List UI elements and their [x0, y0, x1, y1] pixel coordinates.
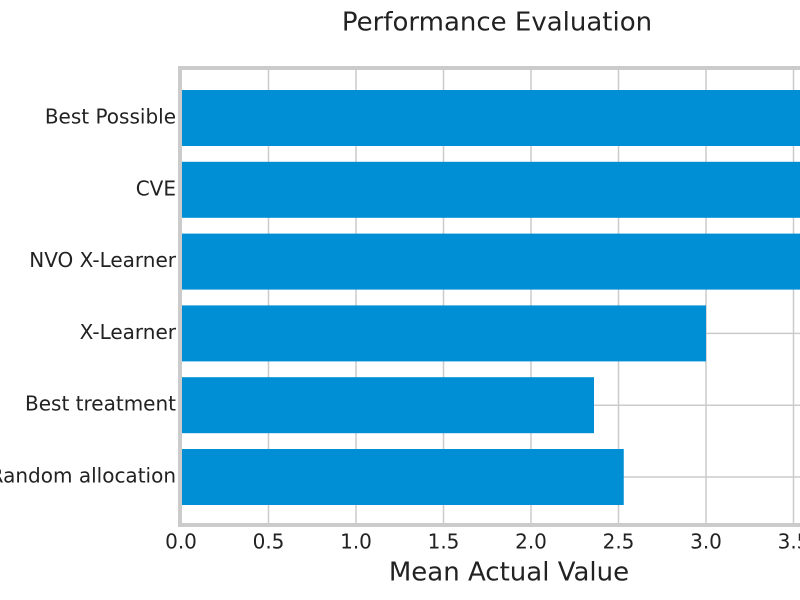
x-tick-label: 0.5	[253, 530, 285, 554]
x-tick-label: 0.0	[165, 530, 197, 554]
y-tick-label: X-Learner	[80, 320, 177, 344]
y-tick-label: Random allocation	[0, 464, 176, 488]
bar	[181, 233, 800, 290]
y-tick-label: Best Possible	[45, 105, 176, 129]
x-tick-label: 3.5	[778, 530, 800, 554]
bar	[181, 449, 624, 505]
bar	[181, 305, 706, 362]
x-tick-label: 1.0	[340, 530, 372, 554]
x-tick-label: 1.5	[428, 530, 460, 554]
x-axis-label: Mean Actual Value	[389, 558, 629, 588]
chart-title: Performance Evaluation	[342, 8, 652, 38]
x-tick-label: 3.0	[690, 530, 722, 554]
bar	[181, 161, 800, 218]
bar	[181, 377, 594, 434]
bar	[181, 90, 800, 146]
x-tick-label: 2.5	[603, 530, 635, 554]
y-tick-label: CVE	[136, 176, 176, 200]
plot-frame	[178, 66, 800, 527]
y-tick-label: NVO X-Learner	[29, 248, 177, 272]
x-tick-label: 2.0	[515, 530, 547, 554]
y-tick-label: Best treatment	[25, 392, 176, 416]
